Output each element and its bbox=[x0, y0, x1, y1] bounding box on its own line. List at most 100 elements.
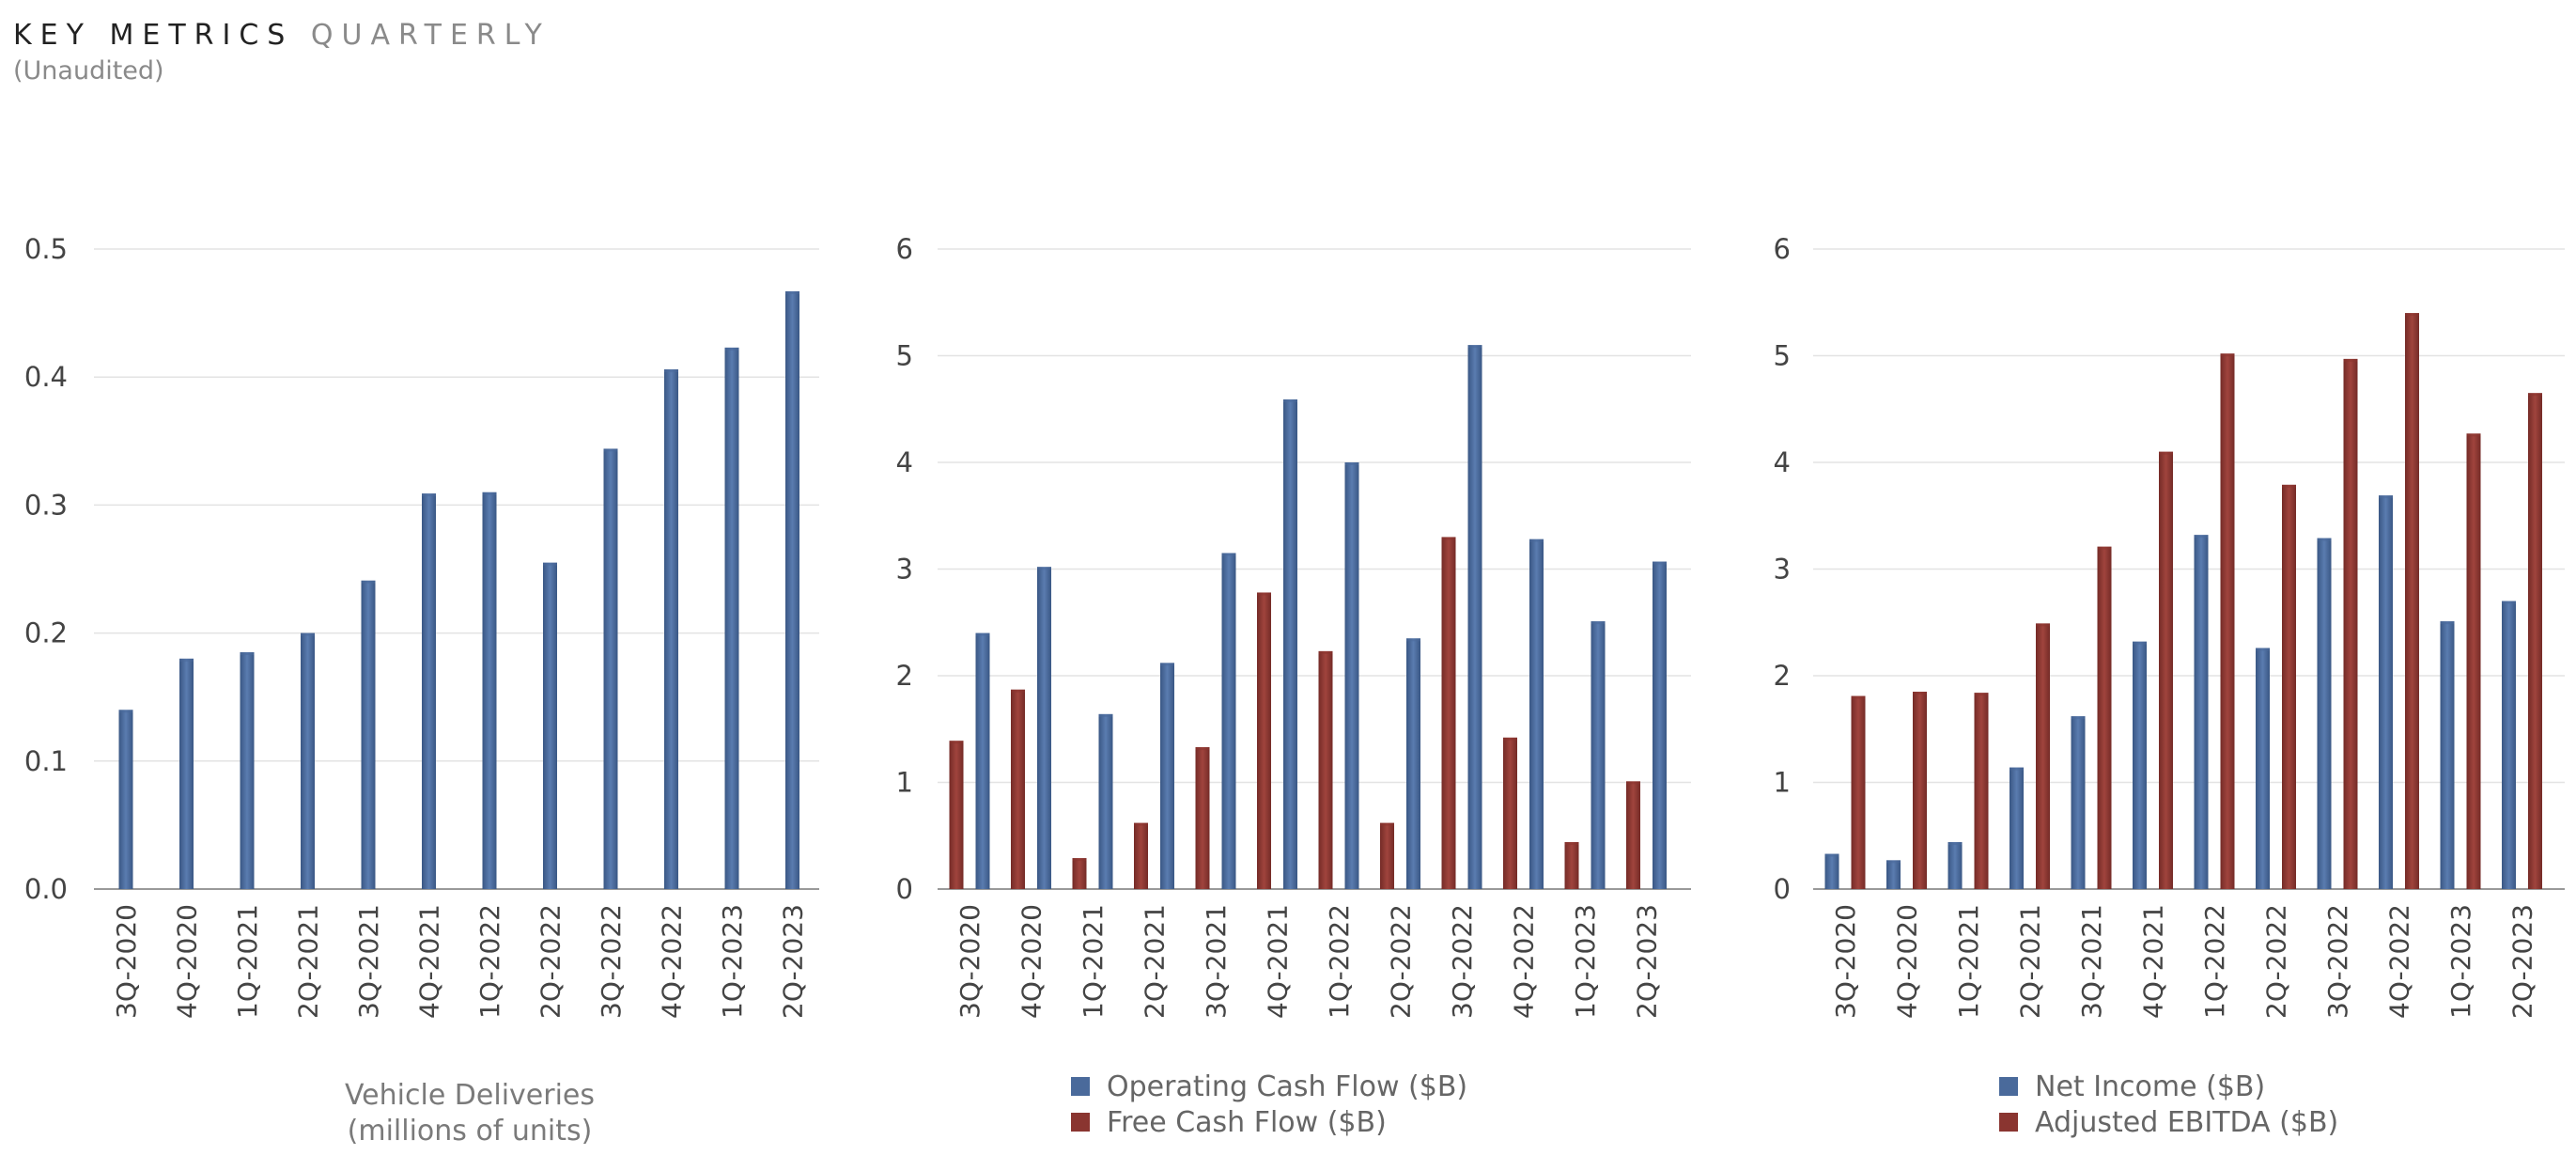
bar-cap bbox=[2133, 641, 2147, 645]
bar bbox=[361, 580, 376, 889]
bar-cap bbox=[1441, 537, 1456, 540]
bar-cap bbox=[2010, 767, 2024, 771]
y-tick-label: 0 bbox=[1774, 873, 1791, 905]
bar bbox=[543, 562, 557, 889]
x-tick-label: 1Q-2022 bbox=[474, 904, 505, 1019]
bar-cap bbox=[2256, 648, 2270, 651]
x-axis-label: Vehicle Deliveries bbox=[345, 1079, 595, 1112]
bar-cap bbox=[1098, 713, 1113, 717]
x-tick-label: 4Q-2020 bbox=[172, 904, 203, 1019]
y-tick-label: 1 bbox=[1774, 767, 1791, 799]
bar-blue bbox=[1653, 561, 1667, 889]
bar-red bbox=[2528, 393, 2542, 890]
bar-cap bbox=[1283, 399, 1297, 403]
y-tick-label: 0.2 bbox=[24, 617, 68, 649]
legend-swatch-red bbox=[1999, 1113, 2018, 1132]
bar-blue bbox=[2010, 767, 2024, 889]
x-tick-label: 2Q-2023 bbox=[2507, 904, 2538, 1019]
y-tick-label: 6 bbox=[896, 233, 913, 265]
bar-blue bbox=[1886, 860, 1901, 889]
bar-cap bbox=[1529, 539, 1544, 542]
x-tick-label: 4Q-2022 bbox=[1509, 904, 1540, 1019]
x-tick-label: 4Q-2020 bbox=[1016, 904, 1047, 1019]
bar-blue bbox=[1948, 842, 1963, 889]
bar-blue bbox=[1467, 345, 1482, 889]
bar-blue bbox=[2317, 538, 2332, 889]
legend-label: Net Income ($B) bbox=[2035, 1070, 2265, 1103]
title-accent: QUARTERLY bbox=[310, 19, 551, 52]
legend-swatch-blue bbox=[1071, 1077, 1090, 1096]
bar-cap bbox=[1948, 842, 1963, 846]
x-tick-label: 2Q-2023 bbox=[1632, 904, 1663, 1019]
bar-blue bbox=[1098, 713, 1113, 889]
bar bbox=[301, 632, 315, 889]
bar-cap bbox=[2528, 393, 2542, 397]
x-tick-label: 3Q-2022 bbox=[2322, 904, 2353, 1019]
bar-cap bbox=[482, 492, 497, 495]
bar-red bbox=[1195, 747, 1210, 889]
bar-blue bbox=[975, 632, 990, 889]
y-tick-label: 1 bbox=[896, 767, 913, 799]
bar-blue bbox=[2379, 495, 2393, 889]
bar-cap bbox=[785, 290, 799, 294]
x-tick-label: 2Q-2022 bbox=[2261, 904, 2292, 1019]
y-tick-label: 0.4 bbox=[24, 361, 68, 393]
bar-cap bbox=[1072, 858, 1087, 862]
x-tick-label: 1Q-2023 bbox=[1570, 904, 1601, 1019]
bar bbox=[240, 652, 255, 889]
chart-2: 0 1 2 3 4 5 6 3Q-2020 4Q-2020 1Q-2021 2Q-2021 3Q-20… bbox=[896, 233, 1691, 1139]
bar-cap bbox=[2379, 495, 2393, 499]
bar-red bbox=[1913, 692, 1927, 889]
bar-red bbox=[2405, 313, 2419, 890]
bar-cap bbox=[2282, 484, 2296, 488]
x-tick-label: 4Q-2020 bbox=[1892, 904, 1923, 1019]
bar-blue bbox=[1160, 663, 1174, 889]
bar-cap bbox=[2071, 716, 2086, 720]
bar-cap bbox=[2343, 358, 2358, 362]
x-tick-label: 2Q-2021 bbox=[2015, 904, 2046, 1019]
bar-cap bbox=[2440, 621, 2455, 625]
x-tick-label: 4Q-2021 bbox=[414, 904, 445, 1019]
bar-cap bbox=[975, 632, 990, 636]
bar-cap bbox=[2466, 433, 2481, 437]
bar-cap bbox=[1011, 689, 1025, 693]
x-tick-label: 3Q-2021 bbox=[1201, 904, 1232, 1019]
y-tick-label: 0.5 bbox=[24, 233, 68, 265]
bar-red bbox=[1257, 592, 1271, 889]
bar-red bbox=[2036, 623, 2050, 889]
bar-blue bbox=[2256, 648, 2270, 889]
bar-red bbox=[1626, 781, 1640, 889]
bar-cap bbox=[1591, 621, 1606, 625]
bar-cap bbox=[2097, 546, 2112, 550]
y-tick-label: 0 bbox=[896, 873, 913, 905]
bar-red bbox=[1011, 689, 1025, 889]
bar-blue bbox=[1591, 621, 1606, 889]
bar-cap bbox=[1344, 462, 1359, 465]
legend-swatch-blue bbox=[1999, 1077, 2018, 1096]
bar-blue bbox=[2194, 535, 2209, 889]
bar bbox=[785, 290, 799, 889]
x-tick-label: 3Q-2020 bbox=[1830, 904, 1861, 1019]
bar-cap bbox=[422, 493, 436, 497]
bar-cap bbox=[2194, 535, 2209, 539]
y-tick-label: 2 bbox=[1774, 660, 1791, 692]
bar bbox=[603, 448, 618, 889]
x-tick-label: 2Q-2021 bbox=[1140, 904, 1171, 1019]
x-tick-label: 3Q-2022 bbox=[1447, 904, 1478, 1019]
page-subtitle: (Unaudited) bbox=[13, 56, 164, 86]
x-tick-label: 2Q-2022 bbox=[535, 904, 566, 1019]
bar-cap bbox=[1913, 692, 1927, 695]
bar-cap bbox=[1318, 650, 1333, 654]
bar-cap bbox=[1257, 592, 1271, 596]
x-tick-label: 3Q-2021 bbox=[2076, 904, 2107, 1019]
y-tick-label: 2 bbox=[896, 660, 913, 692]
y-tick-label: 5 bbox=[1774, 340, 1791, 372]
bar-cap bbox=[1974, 693, 1989, 696]
legend-label: Free Cash Flow ($B) bbox=[1107, 1106, 1387, 1139]
bar-blue bbox=[1406, 638, 1420, 889]
y-tick-label: 5 bbox=[896, 340, 913, 372]
x-tick-label: 3Q-2020 bbox=[111, 904, 142, 1019]
y-tick-label: 0.3 bbox=[24, 489, 68, 521]
bar-cap bbox=[1564, 842, 1579, 846]
